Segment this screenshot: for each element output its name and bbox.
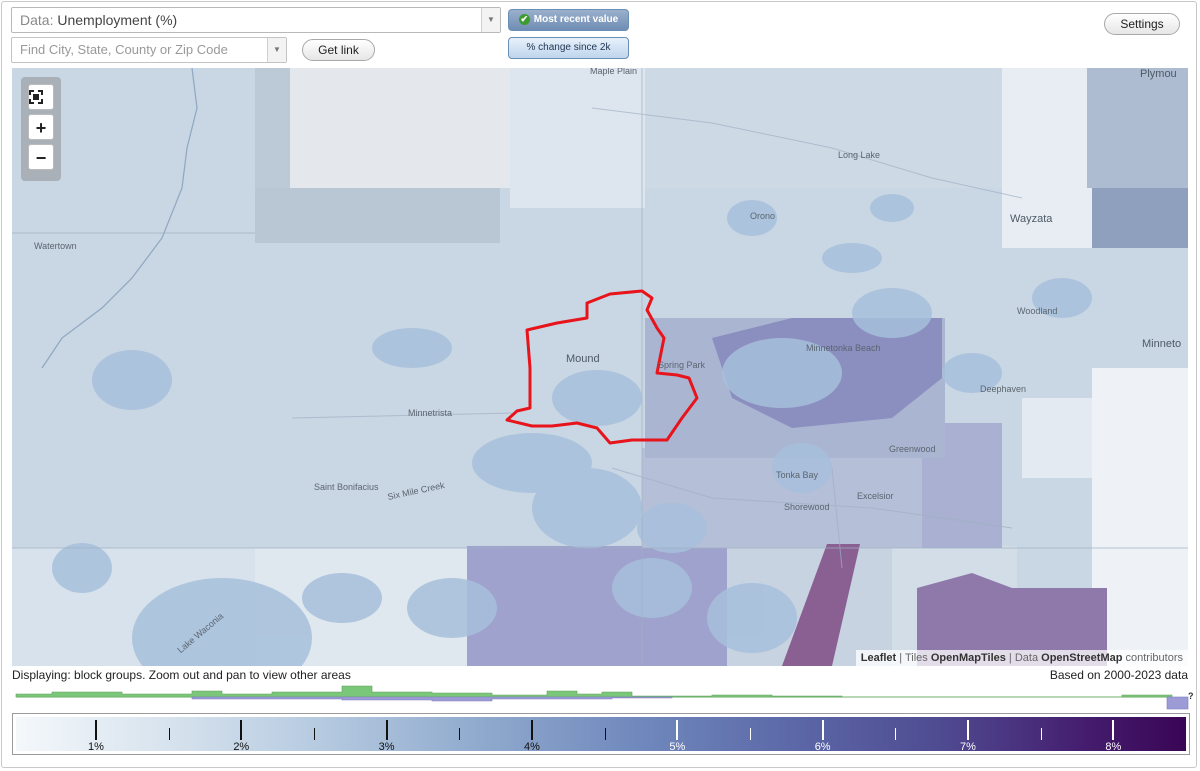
legend-minor-tick	[1040, 728, 1042, 740]
settings-button[interactable]: Settings	[1104, 13, 1180, 35]
legend-minor-tick	[749, 728, 751, 740]
map-label-mound: Mound	[566, 353, 600, 365]
get-link-button[interactable]: Get link	[302, 39, 375, 61]
most-recent-value-toggle[interactable]: ✔ Most recent value	[508, 9, 629, 31]
unknown-bin-label: ?	[1188, 691, 1194, 701]
based-on-status: Based on 2000-2023 data	[1049, 668, 1188, 682]
legend-minor-tick	[168, 728, 170, 740]
legend-tick-label: 8%	[1105, 741, 1122, 753]
openstreetmap-link[interactable]: OpenStreetMap	[1041, 652, 1123, 664]
map-label-greenwood: Greenwood	[889, 444, 936, 454]
most-recent-label: Most recent value	[533, 14, 619, 25]
search-field[interactable]: ▼	[11, 37, 287, 63]
data-prefix: Data	[1014, 652, 1039, 664]
map-label-minnetonka-beach: Minnetonka Beach	[806, 343, 881, 353]
map-label-woodland: Woodland	[1017, 306, 1058, 316]
legend-tick	[94, 720, 97, 740]
legend-tick-label: 6%	[814, 741, 831, 753]
legend-tick-label: 3%	[378, 741, 395, 753]
legend-tick-label: 2%	[233, 741, 250, 753]
legend-tick	[821, 720, 824, 740]
zoom-out-button[interactable]: −	[28, 144, 54, 170]
search-input[interactable]	[20, 38, 260, 61]
data-select-value: Unemployment (%)	[57, 12, 178, 28]
zoom-controls: + −	[21, 77, 61, 181]
legend-minor-tick	[313, 728, 315, 740]
legend-tick	[1112, 720, 1115, 740]
legend-tick	[676, 720, 679, 740]
map-label-orono: Orono	[750, 211, 776, 221]
legend-tick-label: 7%	[960, 741, 976, 753]
chevron-down-icon[interactable]: ▼	[481, 8, 500, 32]
pct-change-toggle[interactable]: % change since 2k	[508, 37, 629, 59]
map-label-shorewood: Shorewood	[784, 502, 830, 512]
legend-tick	[240, 720, 243, 740]
map-label-st-bonifacius: Saint Bonifacius	[314, 482, 379, 492]
map-label-watertown: Watertown	[34, 241, 77, 251]
displaying-status: Displaying: block groups. Zoom out and p…	[12, 668, 351, 682]
fullscreen-button[interactable]	[28, 84, 54, 110]
legend-minor-tick	[604, 728, 606, 740]
map-label-spring-park: Spring Park	[658, 360, 706, 370]
zoom-in-button[interactable]: +	[28, 114, 54, 140]
legend-tick-label: 4%	[524, 741, 540, 753]
search-dropdown-icon[interactable]: ▼	[267, 38, 286, 62]
legend-minor-tick	[895, 728, 897, 740]
map-label-maple-plain: Maple Plain	[590, 68, 638, 76]
map-label-long-lake: Long Lake	[838, 150, 881, 160]
map-label-wayzata: Wayzata	[1010, 213, 1053, 225]
checkmark-icon: ✔	[518, 13, 530, 25]
legend-tick-label: 1%	[87, 741, 104, 753]
map-label-deephaven: Deephaven	[980, 384, 1027, 394]
map-attribution: Leaflet | Tiles OpenMapTiles | Data Open…	[855, 650, 1188, 666]
leaflet-link[interactable]: Leaflet	[860, 652, 897, 664]
map-label-tonka-bay: Tonka Bay	[776, 470, 819, 480]
legend-tick	[385, 720, 388, 740]
data-select-prefix: Data:	[20, 12, 54, 28]
map-label-excelsior: Excelsior	[857, 491, 894, 501]
legend-minor-tick	[459, 728, 461, 740]
map-label-plymouth: Plymou	[1140, 68, 1177, 80]
contributors-text: contributors	[1125, 652, 1183, 664]
legend-gradient-bar: 1% 2% 3% 4% 5% 6% 7% 8%	[16, 717, 1186, 753]
data-select[interactable]: Data: Unemployment (%) ▼	[11, 7, 501, 33]
legend-tick-label: 5%	[669, 741, 686, 753]
map-label-minnetonka: Minneto	[1142, 338, 1182, 350]
legend-tick	[530, 720, 533, 740]
map-label-minnetrista: Minnetrista	[408, 408, 453, 418]
color-legend: 1% 2% 3% 4% 5% 6% 7% 8%	[12, 713, 1190, 755]
legend-tick	[966, 720, 969, 740]
openmaptiles-link[interactable]: OpenMapTiles	[930, 652, 1006, 664]
map-tiles	[12, 68, 1188, 666]
map-view[interactable]: Maple Plain Plymou Long Lake Orono Wayza…	[12, 68, 1188, 666]
distribution-histogram	[15, 685, 1189, 710]
fullscreen-icon	[29, 90, 43, 104]
tiles-prefix: Tiles	[904, 652, 928, 664]
